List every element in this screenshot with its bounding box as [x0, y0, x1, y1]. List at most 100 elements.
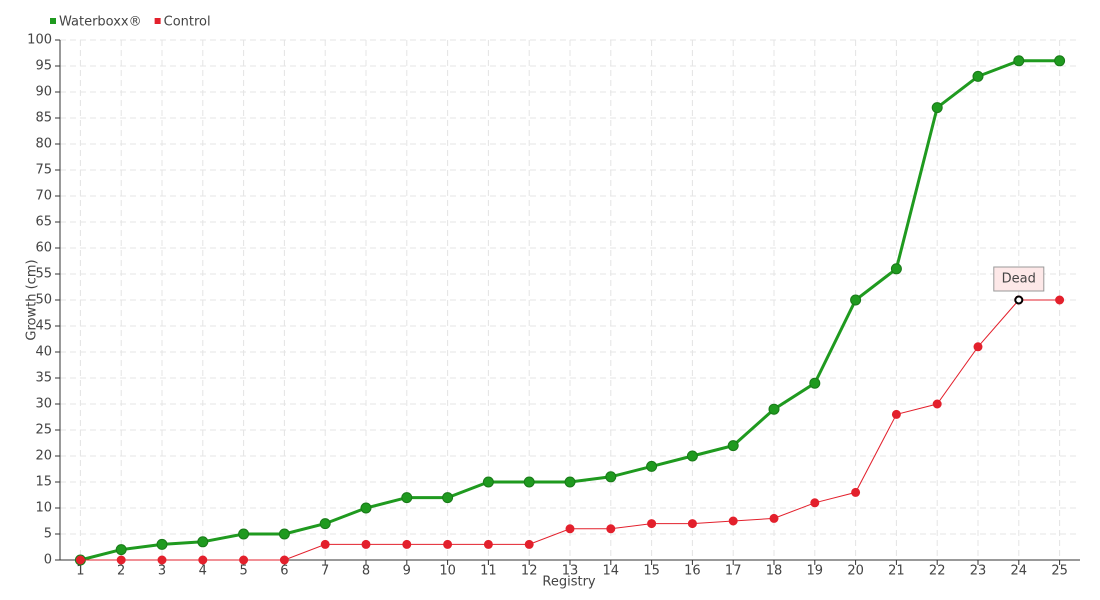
- point: [116, 555, 126, 565]
- point: [278, 528, 290, 540]
- point: [319, 518, 331, 530]
- point: [320, 539, 330, 549]
- point: [647, 519, 657, 529]
- point: [360, 502, 372, 514]
- point: [157, 555, 167, 565]
- y-axis-label: Growth (cm): [25, 259, 40, 340]
- y-tick-label: 95: [35, 59, 52, 74]
- point: [687, 519, 697, 529]
- point: [890, 263, 902, 275]
- y-tick-label: 25: [35, 423, 52, 438]
- point: [442, 492, 454, 504]
- x-tick-label: 4: [199, 564, 207, 579]
- x-tick-label: 20: [847, 564, 864, 579]
- x-tick-label: 15: [643, 564, 660, 579]
- x-tick-label: 19: [807, 564, 824, 579]
- y-tick-label: 70: [35, 189, 52, 204]
- x-tick-label: 9: [403, 564, 411, 579]
- point: [482, 476, 494, 488]
- x-tick-label: 7: [321, 564, 329, 579]
- x-tick-label: 25: [1051, 564, 1068, 579]
- x-tick-label: 2: [117, 564, 125, 579]
- y-tick-label: 90: [35, 85, 52, 100]
- y-tick-label: 0: [44, 553, 52, 568]
- point: [606, 524, 616, 534]
- point: [238, 528, 250, 540]
- y-tick-label: 85: [35, 111, 52, 126]
- x-tick-label: 10: [439, 564, 456, 579]
- x-tick-label: 13: [562, 564, 579, 579]
- x-tick-label: 23: [970, 564, 987, 579]
- point: [769, 513, 779, 523]
- y-tick-label: 20: [35, 449, 52, 464]
- y-tick-label: 80: [35, 137, 52, 152]
- point: [646, 460, 658, 472]
- y-tick-label: 75: [35, 163, 52, 178]
- y-tick-label: 40: [35, 345, 52, 360]
- y-tick-label: 35: [35, 371, 52, 386]
- x-tick-label: 17: [725, 564, 742, 579]
- y-tick-label: 60: [35, 241, 52, 256]
- point: [932, 399, 942, 409]
- x-tick-label: 12: [521, 564, 538, 579]
- y-tick-label: 50: [35, 293, 52, 308]
- x-tick-label: 22: [929, 564, 946, 579]
- point: [810, 498, 820, 508]
- point: [972, 70, 984, 82]
- y-tick-label: 45: [35, 319, 52, 334]
- point: [279, 555, 289, 565]
- point: [851, 487, 861, 497]
- y-tick-label: 15: [35, 475, 52, 490]
- point: [115, 544, 127, 556]
- x-tick-label: 21: [888, 564, 905, 579]
- y-tick-label: 55: [35, 267, 52, 282]
- point: [402, 539, 412, 549]
- y-tick-label: 10: [35, 501, 52, 516]
- point: [1054, 55, 1066, 67]
- point: [198, 555, 208, 565]
- point: [605, 471, 617, 483]
- point: [239, 555, 249, 565]
- x-tick-label: 18: [766, 564, 783, 579]
- y-tick-label: 30: [35, 397, 52, 412]
- annotation-point: [1014, 295, 1024, 305]
- point: [891, 409, 901, 419]
- x-tick-label: 11: [480, 564, 497, 579]
- point: [401, 492, 413, 504]
- point: [564, 476, 576, 488]
- point: [1055, 295, 1065, 305]
- x-tick-label: 3: [158, 564, 166, 579]
- point: [443, 539, 453, 549]
- y-tick-label: 65: [35, 215, 52, 230]
- x-tick-label: 24: [1011, 564, 1028, 579]
- point: [728, 516, 738, 526]
- point: [361, 539, 371, 549]
- x-tick-label: 5: [239, 564, 247, 579]
- legend-swatch: [50, 18, 56, 24]
- point: [75, 555, 85, 565]
- annotation-label: Dead: [1002, 272, 1036, 287]
- point: [973, 342, 983, 352]
- point: [197, 536, 209, 548]
- x-tick-label: 6: [280, 564, 288, 579]
- legend-swatch: [154, 18, 161, 24]
- point: [809, 377, 821, 389]
- point: [686, 450, 698, 462]
- x-tick-label: 8: [362, 564, 370, 579]
- annotation-box: [993, 266, 1045, 292]
- legend-label: Control: [164, 15, 211, 30]
- point: [931, 102, 943, 114]
- x-tick-label: 14: [603, 564, 620, 579]
- point: [156, 538, 168, 550]
- x-axis-label: Registry: [542, 575, 596, 590]
- point: [727, 440, 739, 452]
- point: [523, 476, 535, 488]
- point: [483, 539, 493, 549]
- point: [565, 524, 575, 534]
- x-tick-label: 16: [684, 564, 701, 579]
- point: [850, 294, 862, 306]
- legend-label: Waterboxx®: [59, 15, 142, 30]
- point: [1013, 55, 1025, 67]
- point: [524, 539, 534, 549]
